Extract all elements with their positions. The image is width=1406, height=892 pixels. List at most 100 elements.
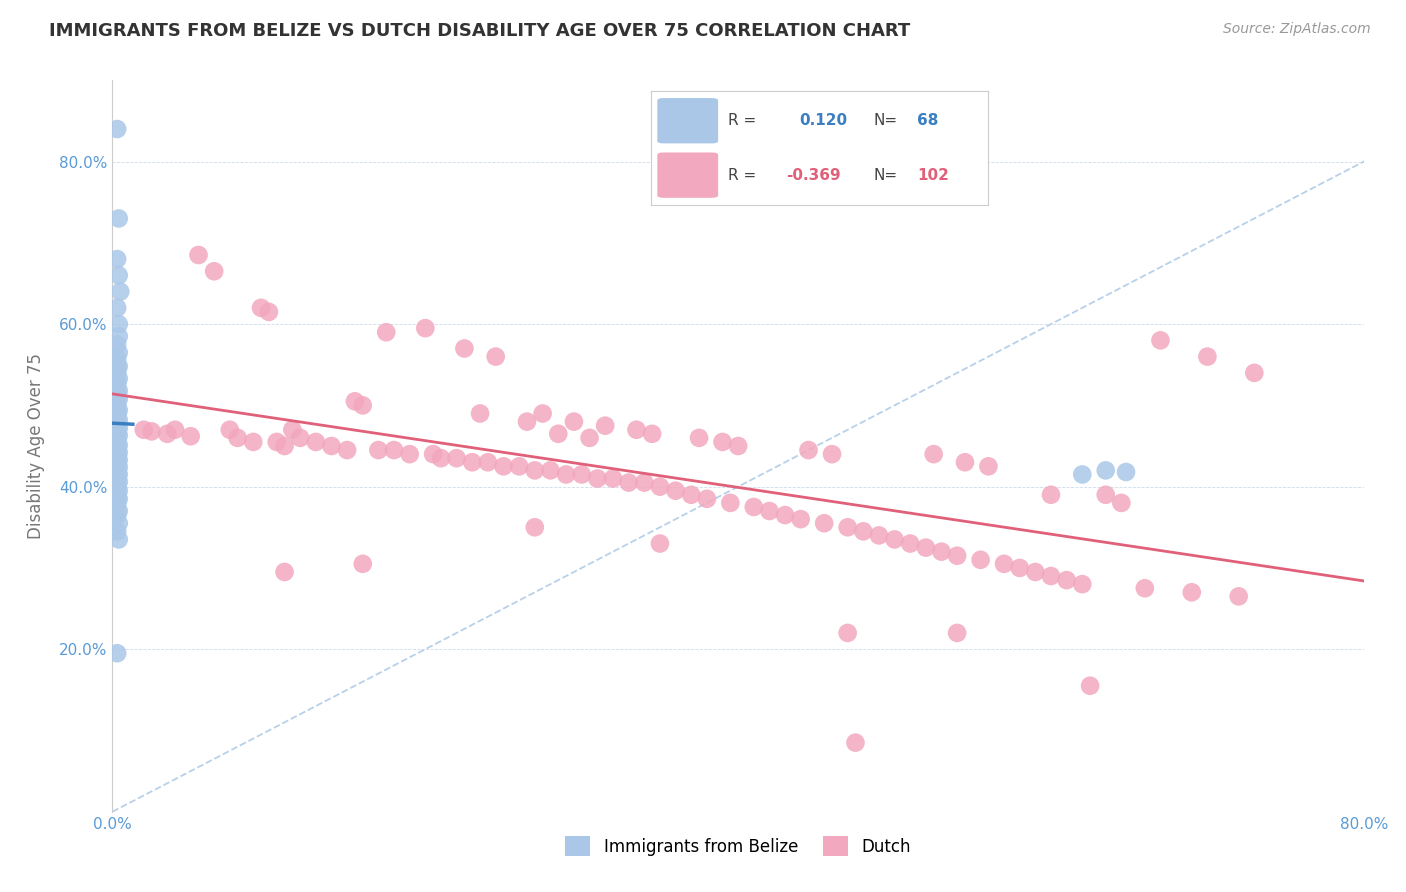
Point [105,500,128,514]
Point [555,467,578,482]
Point [321,439,343,453]
Point [105,462,128,476]
Point [946,549,969,563]
Point [107,504,129,518]
Point [105,388,128,402]
Point [718,496,741,510]
Point [453,342,475,356]
Point [446,451,468,466]
Point [105,379,128,393]
Point [105,443,128,458]
Point [430,451,453,466]
Point [547,426,569,441]
Point [107,516,129,531]
Text: IMMIGRANTS FROM BELIZE VS DUTCH DISABILITY AGE OVER 75 CORRELATION CHART: IMMIGRANTS FROM BELIZE VS DUTCH DISABILI… [49,22,911,40]
Point [422,447,444,461]
Point [946,626,969,640]
Point [578,431,600,445]
Point [156,426,179,441]
Point [187,248,209,262]
Point [105,477,128,491]
Point [180,429,202,443]
Point [226,431,249,445]
Point [1115,465,1137,479]
Point [617,475,640,490]
Point [336,443,359,458]
Point [898,536,921,550]
Point [107,413,129,427]
Point [107,403,129,417]
Point [531,407,554,421]
Point [105,480,128,494]
Point [105,448,128,462]
Point [1094,463,1116,477]
Point [922,447,945,461]
Point [648,536,671,550]
Point [516,415,538,429]
Point [398,447,420,461]
Point [105,431,128,445]
Point [105,122,128,136]
Point [1071,467,1094,482]
Point [290,431,312,445]
Point [107,384,129,398]
Point [105,409,128,424]
Point [105,455,128,469]
Point [105,435,128,450]
Point [664,483,686,498]
Point [105,524,128,539]
Point [648,480,671,494]
Point [107,467,129,482]
Point [711,434,734,449]
Point [1181,585,1204,599]
Point [844,736,866,750]
Point [681,488,703,502]
Point [1078,679,1101,693]
Point [107,211,129,226]
Point [107,475,129,489]
Point [367,443,389,458]
Point [105,407,128,421]
Point [105,441,128,455]
Y-axis label: Disability Age Over 75: Disability Age Over 75 [27,353,45,539]
Point [1243,366,1265,380]
Point [218,423,240,437]
Point [105,434,128,448]
Point [105,337,128,351]
Point [375,325,398,339]
Point [883,533,905,547]
Text: Source: ZipAtlas.com: Source: ZipAtlas.com [1223,22,1371,37]
Point [107,421,129,435]
Point [571,467,593,482]
Point [107,438,129,452]
Point [1039,569,1063,583]
Point [837,626,859,640]
Point [821,447,844,461]
Point [813,516,835,531]
Point [107,445,129,459]
Point [105,424,128,438]
Point [797,443,820,458]
Point [382,443,405,458]
Point [141,425,163,439]
Point [1227,590,1250,604]
Point [727,439,749,453]
Point [105,363,128,377]
Point [105,458,128,472]
Point [105,465,128,479]
Point [508,459,530,474]
Point [415,321,437,335]
Point [523,520,546,534]
Point [110,285,132,299]
Point [837,520,859,534]
Point [105,470,128,484]
Point [105,351,128,366]
Point [107,533,129,547]
Point [641,426,664,441]
Point [1056,573,1078,587]
Point [107,428,129,442]
Point [352,557,374,571]
Point [273,439,295,453]
Point [242,434,264,449]
Point [105,508,128,522]
